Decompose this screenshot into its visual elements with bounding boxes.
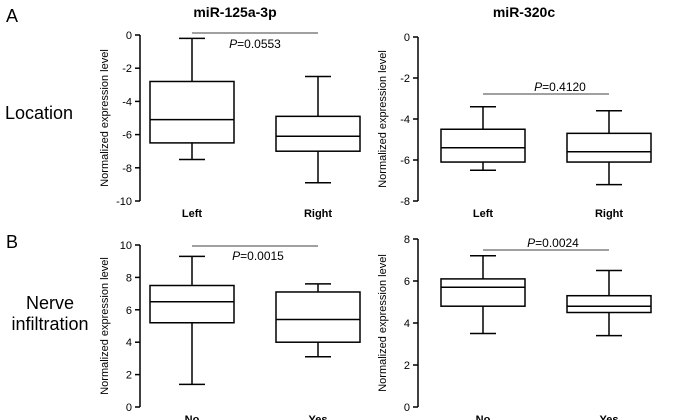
column-title-mir-125a-3p: miR-125a-3p bbox=[193, 4, 276, 20]
row-label-nerve-line2: infiltration bbox=[11, 314, 88, 334]
panel-label-b: B bbox=[6, 232, 18, 252]
row-label-nerve-line1: Nerve bbox=[26, 293, 74, 313]
box-yes bbox=[566, 269, 652, 337]
y-tick-label: 8 bbox=[404, 234, 410, 246]
y-tick-label: -2 bbox=[122, 63, 132, 75]
y-tick-label: 10 bbox=[120, 240, 132, 252]
y-tick-label: 6 bbox=[126, 305, 132, 317]
iqr-box bbox=[566, 132, 652, 163]
boxplot-location-mir-320c: -8 -6 -4 -2 0 Normalized expression level Left… bbox=[377, 32, 652, 220]
y-axis-label: Normalized expression level bbox=[99, 49, 111, 187]
y-tick-label: 2 bbox=[126, 370, 132, 382]
boxplot-location-mir-125a-3p: -10 -8 -6 -4 -2 0 Normalized expression level L… bbox=[99, 30, 361, 220]
box-no bbox=[149, 255, 235, 386]
iqr-box bbox=[149, 284, 235, 324]
y-tick-label: -8 bbox=[122, 163, 132, 175]
box-right bbox=[566, 110, 652, 186]
box-yes bbox=[275, 283, 361, 358]
x-category-label: Yes bbox=[309, 414, 328, 420]
y-tick-label: 8 bbox=[126, 272, 132, 284]
x-category-label: Yes bbox=[600, 414, 619, 420]
y-axis-label: Normalized expression level bbox=[377, 50, 389, 188]
y-tick-label: 0 bbox=[404, 402, 410, 414]
x-category-label: Left bbox=[182, 208, 203, 220]
y-tick-label: 0 bbox=[126, 30, 132, 42]
iqr-box bbox=[275, 291, 361, 343]
y-tick-label: 0 bbox=[404, 32, 410, 44]
x-category-label: Left bbox=[473, 208, 494, 220]
y-axis-label: Normalized expression level bbox=[99, 257, 111, 395]
p-value-label: P=0.4120 bbox=[534, 80, 586, 94]
x-category-label: Right bbox=[595, 208, 623, 220]
y-tick-label: -8 bbox=[400, 196, 410, 208]
p-value-label: P=0.0015 bbox=[232, 249, 284, 263]
y-tick-label: -10 bbox=[116, 196, 132, 208]
y-tick-label: 6 bbox=[404, 276, 410, 288]
iqr-box bbox=[440, 128, 526, 163]
iqr-box bbox=[149, 80, 235, 144]
box-right bbox=[275, 75, 361, 184]
x-category-label: No bbox=[476, 414, 491, 420]
boxplot-nerve-mir-320c: 0 2 4 6 8 Normalized expression level No Yes P=0… bbox=[377, 234, 652, 420]
iqr-box bbox=[275, 115, 361, 152]
iqr-box bbox=[566, 294, 652, 314]
iqr-box bbox=[440, 278, 526, 307]
column-title-mir-320c: miR-320c bbox=[493, 4, 555, 20]
panel-label-a: A bbox=[6, 6, 18, 26]
x-category-label: Right bbox=[304, 208, 332, 220]
box-no bbox=[440, 255, 526, 335]
p-value-label: P=0.0024 bbox=[527, 236, 579, 250]
y-tick-label: 4 bbox=[126, 337, 132, 349]
y-tick-label: -6 bbox=[122, 130, 132, 142]
row-label-location: Location bbox=[5, 103, 73, 123]
x-category-label: No bbox=[185, 414, 200, 420]
p-value-label: P=0.0553 bbox=[229, 37, 281, 51]
y-tick-label: 4 bbox=[404, 318, 410, 330]
y-tick-label: 0 bbox=[126, 402, 132, 414]
box-left bbox=[149, 37, 235, 161]
box-left bbox=[440, 105, 526, 171]
y-tick-label: -4 bbox=[122, 96, 132, 108]
y-tick-label: -2 bbox=[400, 73, 410, 85]
y-tick-label: -4 bbox=[400, 114, 410, 126]
boxplot-nerve-mir-125a-3p: 0 2 4 6 8 10 Normalized expression level No Yes P… bbox=[99, 240, 361, 420]
y-tick-label: -6 bbox=[400, 155, 410, 167]
y-tick-label: 2 bbox=[404, 360, 410, 372]
y-axis-label: Normalized expression level bbox=[377, 254, 389, 392]
